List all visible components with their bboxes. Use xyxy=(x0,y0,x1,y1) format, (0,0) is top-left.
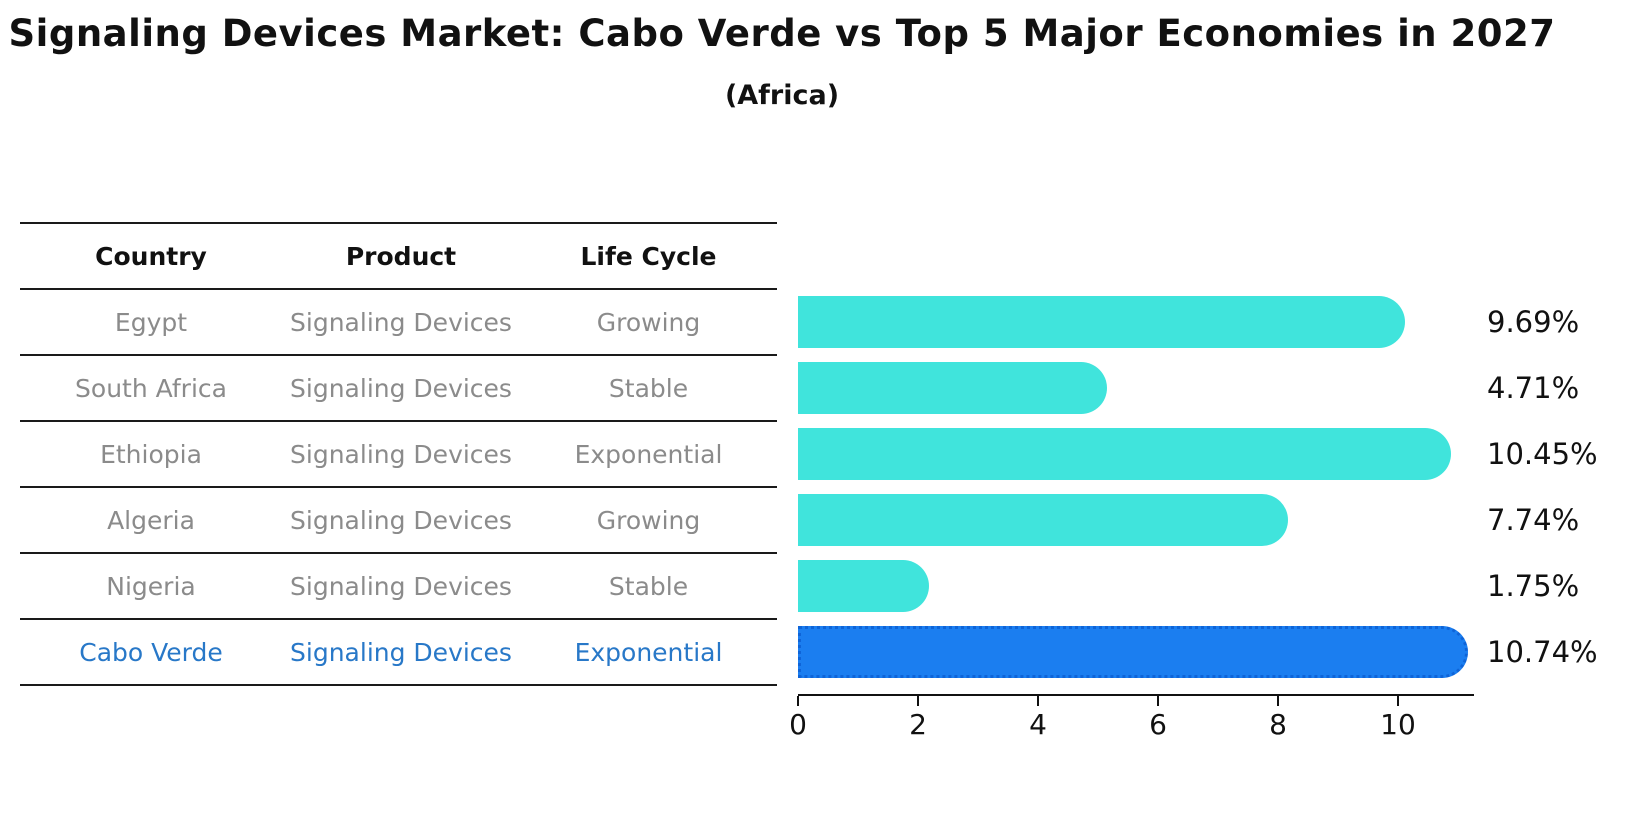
x-axis-tick xyxy=(797,696,799,706)
table-row: Algeria Signaling Devices Growing xyxy=(20,488,777,554)
x-axis-tick xyxy=(1397,696,1399,706)
column-header-country: Country xyxy=(95,241,207,271)
table-row: Ethiopia Signaling Devices Exponential xyxy=(20,422,777,488)
chart-title: Signaling Devices Market: Cabo Verde vs … xyxy=(8,12,1556,55)
bar-cabo-verde xyxy=(798,626,1469,678)
table-row: Nigeria Signaling Devices Stable xyxy=(20,554,777,620)
x-axis-tick xyxy=(1157,696,1159,706)
cell-country: Ethiopia xyxy=(100,439,202,469)
x-axis-tick-label: 0 xyxy=(789,708,807,741)
x-axis-tick xyxy=(917,696,919,706)
value-label: 9.69% xyxy=(1487,305,1580,339)
column-header-life-cycle: Life Cycle xyxy=(580,241,717,271)
cell-life-cycle: Growing xyxy=(596,505,701,535)
cell-country: Nigeria xyxy=(106,571,196,601)
table-row: Egypt Signaling Devices Growing xyxy=(20,290,777,356)
cell-life-cycle: Exponential xyxy=(574,637,723,667)
cell-product: Signaling Devices xyxy=(290,373,512,403)
column-header-product: Product xyxy=(345,241,457,271)
chart-subtitle: (Africa) xyxy=(724,80,840,111)
cell-country: Algeria xyxy=(107,505,195,535)
x-axis-tick-label: 4 xyxy=(1029,708,1047,741)
cell-product: Signaling Devices xyxy=(290,571,512,601)
x-axis-line xyxy=(798,694,1474,696)
comparison-table: Country Product Life Cycle Egypt Signalin… xyxy=(20,222,777,686)
table-body: Egypt Signaling Devices Growing South Afric… xyxy=(20,290,777,686)
cell-country: Egypt xyxy=(114,307,188,337)
value-label: 10.74% xyxy=(1487,635,1598,669)
x-axis-tick-label: 2 xyxy=(909,708,927,741)
x-axis-tick xyxy=(1277,696,1279,706)
cell-product: Signaling Devices xyxy=(290,439,512,469)
x-axis-tick-label: 6 xyxy=(1149,708,1167,741)
cell-product: Signaling Devices xyxy=(290,505,512,535)
table-row: South Africa Signaling Devices Stable xyxy=(20,356,777,422)
cell-product: Signaling Devices xyxy=(290,637,512,667)
value-label: 4.71% xyxy=(1487,371,1580,405)
value-label: 1.75% xyxy=(1487,569,1580,603)
cell-country: Cabo Verde xyxy=(79,637,223,667)
value-label: 7.74% xyxy=(1487,503,1580,537)
bar-algeria xyxy=(798,494,1289,546)
cell-country: South Africa xyxy=(75,373,227,403)
bar-south-africa xyxy=(798,362,1107,414)
x-axis-tick-label: 8 xyxy=(1269,708,1287,741)
x-axis-tick-label: 10 xyxy=(1380,708,1416,741)
bar-egypt xyxy=(798,296,1406,348)
value-label: 10.45% xyxy=(1487,437,1598,471)
cell-life-cycle: Growing xyxy=(596,307,701,337)
cell-life-cycle: Exponential xyxy=(574,439,723,469)
bar-nigeria xyxy=(798,560,929,612)
cell-product: Signaling Devices xyxy=(290,307,512,337)
bar-ethiopia xyxy=(798,428,1451,480)
table-row: Cabo Verde Signaling Devices Exponential xyxy=(20,620,777,686)
cell-life-cycle: Stable xyxy=(608,373,689,403)
table-header-row: Country Product Life Cycle xyxy=(20,224,777,290)
x-axis-tick xyxy=(1037,696,1039,706)
cell-life-cycle: Stable xyxy=(608,571,689,601)
